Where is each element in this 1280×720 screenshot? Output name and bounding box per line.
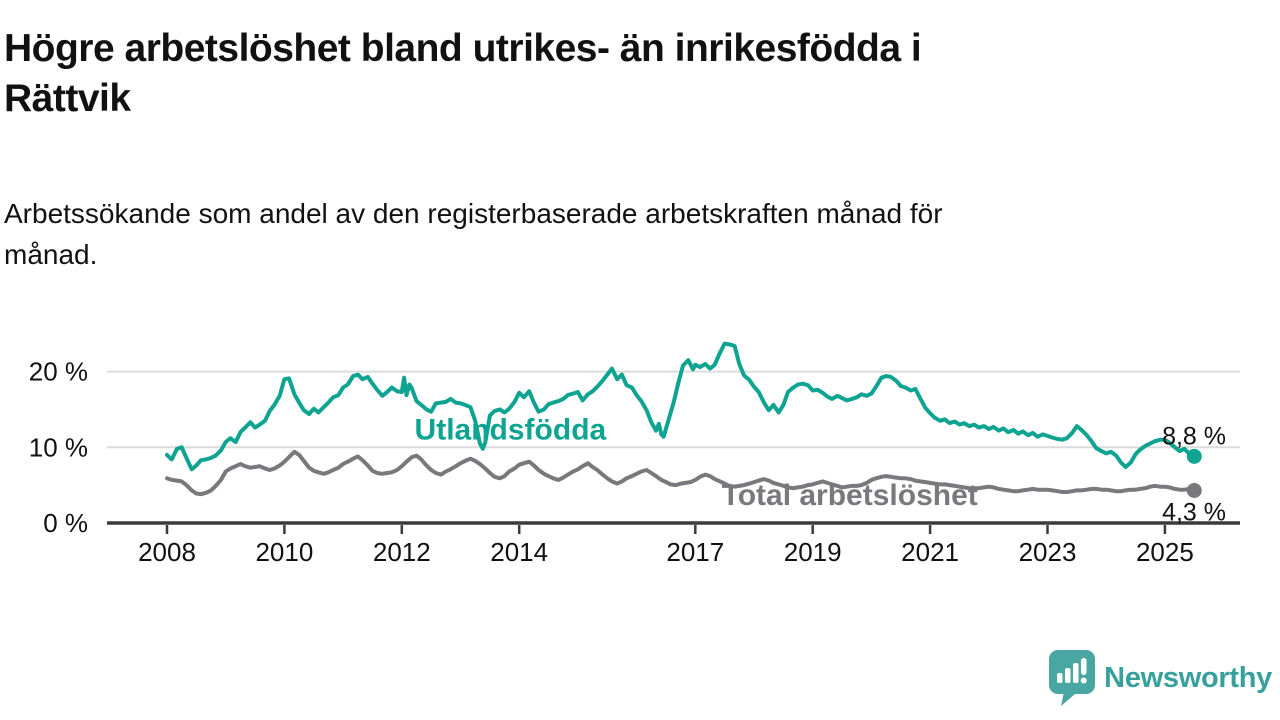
chart-title-line-2: Rättvik <box>4 76 131 120</box>
x-tick-label-2025: 2025 <box>1136 537 1194 567</box>
chart-subtitle: Arbetssökande som andel av den registerb… <box>4 194 943 275</box>
chart-subtitle-line-1: Arbetssökande som andel av den registerb… <box>4 198 943 229</box>
x-tick-label-2014: 2014 <box>490 537 548 567</box>
bar-medium <box>1065 668 1071 683</box>
y-tick-label-20: 20 % <box>29 357 88 387</box>
series-end-dot-utlandsfodda <box>1186 448 1202 464</box>
newsworthy-logo: Newsworthy <box>1049 650 1272 706</box>
x-tick-label-2023: 2023 <box>1019 537 1077 567</box>
end-value-label-total: 4,3 % <box>1162 498 1226 526</box>
chart-subtitle-line-2: månad. <box>4 238 98 270</box>
series-line-total <box>165 449 1197 497</box>
series-end-dot-total <box>1186 482 1202 498</box>
brand-name: Newsworthy <box>1104 661 1272 694</box>
series-line-utlandsfodda <box>165 341 1197 472</box>
speech-bubble-shape <box>1049 650 1096 706</box>
bar-tall <box>1073 663 1079 683</box>
x-tick-label-2010: 2010 <box>255 537 313 567</box>
exclamation-bar <box>1081 658 1087 675</box>
end-value-label-utlandsfodda: 8,8 % <box>1162 422 1226 450</box>
x-tick-label-2017: 2017 <box>666 537 724 567</box>
series-label-total: Total arbetslöshet <box>722 479 978 512</box>
x-tick-label-2012: 2012 <box>373 537 431 567</box>
x-tick-label-2019: 2019 <box>784 537 842 567</box>
series-label-utlandsfodda: Utlandsfödda <box>415 414 607 447</box>
x-tick-label-2008: 2008 <box>138 537 196 567</box>
exclamation-dot <box>1080 677 1087 684</box>
x-tick-label-2021: 2021 <box>901 537 959 567</box>
y-tick-label-10: 10 % <box>29 432 88 462</box>
y-tick-label-0: 0 % <box>43 508 88 538</box>
chart-title: Högre arbetslöshet bland utrikes- än inr… <box>4 24 922 123</box>
newsworthy-speech-bubble-chart-icon <box>1049 650 1096 706</box>
chart-title-line-1: Högre arbetslöshet bland utrikes- än inr… <box>4 27 922 70</box>
bar-small <box>1057 673 1063 683</box>
